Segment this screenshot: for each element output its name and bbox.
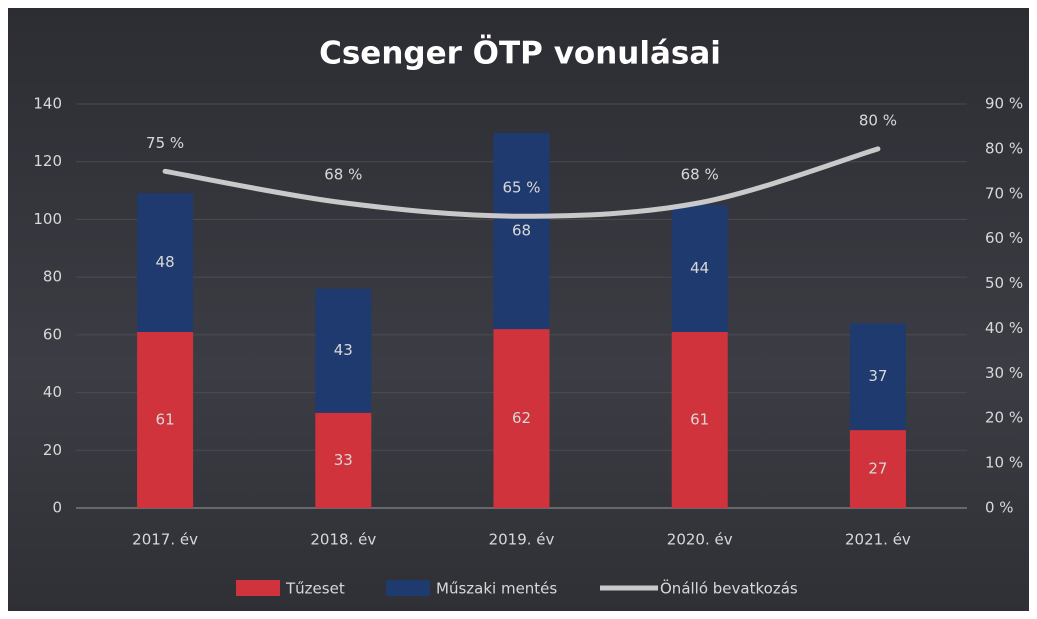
y2-tick-label: 10 %	[985, 454, 1023, 472]
y2-tick-label: 70 %	[985, 184, 1023, 202]
legend-swatch	[386, 580, 430, 596]
data-label: 27	[868, 460, 887, 478]
y2-tick-label: 50 %	[985, 274, 1023, 292]
y-tick-label: 120	[33, 152, 62, 170]
data-label: 68 %	[324, 165, 362, 183]
data-label: 65 %	[502, 179, 540, 197]
y2-tick-label: 30 %	[985, 364, 1023, 382]
y2-tick-label: 0 %	[985, 499, 1014, 517]
data-label: 48	[156, 253, 175, 271]
data-label: 61	[156, 410, 175, 428]
y-tick-label: 60	[43, 325, 62, 343]
bar	[315, 288, 372, 413]
y-tick-label: 20	[43, 441, 62, 459]
y-tick-label: 140	[33, 95, 62, 113]
data-label: 33	[334, 451, 353, 469]
y-tick-label: 80	[43, 268, 62, 286]
y2-tick-label: 20 %	[985, 409, 1023, 427]
bar	[493, 132, 550, 330]
y-tick-label: 100	[33, 210, 62, 228]
data-label: 68	[512, 221, 531, 239]
y2-tick-label: 80 %	[985, 139, 1023, 157]
bar	[137, 331, 194, 508]
x-tick-label: 2018. év	[310, 531, 376, 549]
x-tick-label: 2021. év	[845, 531, 911, 549]
legend-label: Tűzeset	[285, 580, 345, 598]
data-label: 37	[868, 367, 887, 385]
line	[162, 146, 881, 219]
y2-tick-label: 90 %	[985, 95, 1023, 113]
bar	[671, 331, 728, 508]
bar	[137, 193, 194, 332]
legend-label: Önálló bevatkozás	[660, 579, 798, 598]
data-label: 62	[512, 409, 531, 427]
legend-swatch	[236, 580, 280, 596]
x-tick-label: 2020. év	[667, 531, 733, 549]
bar	[671, 205, 728, 332]
y2-tick-label: 40 %	[985, 319, 1023, 337]
data-label: 44	[690, 259, 709, 277]
legend-label: Műszaki mentés	[436, 580, 557, 598]
y-tick-label: 0	[52, 499, 62, 517]
x-tick-label: 2017. év	[132, 531, 198, 549]
data-label: 61	[690, 410, 709, 428]
bar	[315, 412, 372, 508]
bar	[849, 323, 906, 431]
y2-tick-label: 60 %	[985, 229, 1023, 247]
bar	[849, 430, 906, 508]
y-tick-label: 40	[43, 383, 62, 401]
data-label: 68 %	[681, 165, 719, 183]
data-label: 43	[334, 341, 353, 359]
x-tick-label: 2019. év	[489, 531, 555, 549]
data-label: 75 %	[146, 134, 184, 152]
bar	[493, 329, 550, 508]
data-label: 80 %	[859, 111, 897, 129]
chart-title: Csenger ÖTP vonulásai	[319, 35, 721, 72]
